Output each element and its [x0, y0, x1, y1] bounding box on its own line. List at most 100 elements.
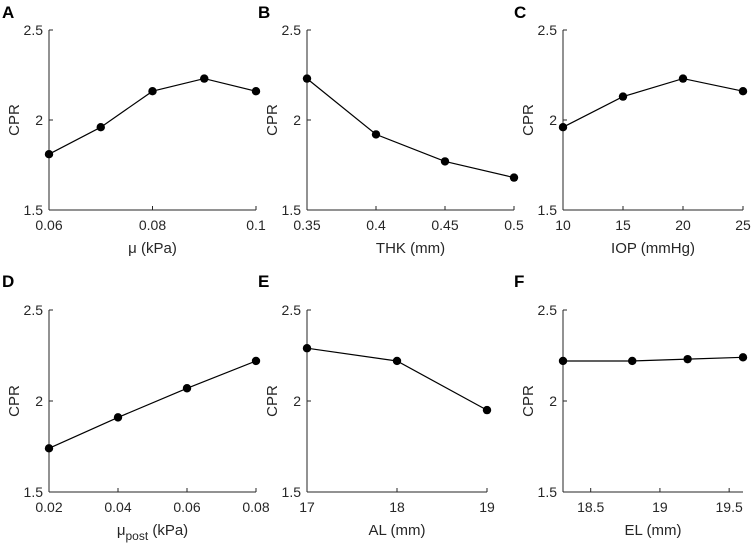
panel-f: F 1.5 2 2.5 18.5 19 19.5 CPR EL (mm) — [514, 272, 748, 539]
x-tick-label-a: 0.1 — [246, 217, 266, 233]
x-axis-label-c: IOP (mmHg) — [611, 240, 695, 257]
data-point-e — [302, 344, 312, 353]
panel-label-c: C — [514, 3, 526, 22]
x-axis-label-main-c: IOP (mmHg) — [611, 240, 695, 257]
data-point-f — [628, 356, 637, 366]
data-point-d — [44, 444, 54, 453]
x-tick-label-a: 0.06 — [35, 217, 62, 233]
y-tick-label-e: 2.5 — [282, 302, 302, 318]
x-axis-label-main-f: EL (mm) — [625, 522, 682, 539]
x-tick-label-c: 20 — [675, 217, 691, 233]
x-axis-label-b: THK (mm) — [376, 240, 445, 257]
x-axis-label-main-a: μ (kPa) — [128, 240, 177, 257]
data-point-c — [558, 123, 568, 132]
data-point-d — [182, 384, 192, 393]
y-tick-label-f: 2 — [549, 393, 557, 409]
x-tick-label-f: 19.5 — [716, 499, 743, 515]
y-axis-label-f: CPR — [520, 385, 537, 417]
x-axis-label-e: AL (mm) — [369, 522, 426, 539]
y-tick-label-c: 1.5 — [538, 202, 558, 218]
y-tick-label-d: 1.5 — [24, 484, 44, 500]
panel-label-f: F — [514, 272, 524, 291]
x-axis-label-subscript-d: post — [125, 529, 148, 543]
data-point-b — [371, 130, 381, 139]
x-tick-label-c: 15 — [615, 217, 631, 233]
y-tick-label-b: 2.5 — [282, 22, 302, 38]
x-axis-label-main-b: THK (mm) — [376, 240, 445, 257]
panel-d: D 1.5 2 2.5 0.02 0.04 0.06 0.08 CPR μpost (kPa) — [2, 272, 270, 543]
x-tick-label-b: 0.4 — [366, 217, 386, 233]
panel-c: C 1.5 2 2.5 10 15 20 25 CPR IOP (mmHg) — [514, 3, 751, 257]
x-tick-label-e: 18 — [389, 499, 405, 515]
data-point-d — [251, 356, 261, 366]
y-tick-label-c: 2 — [549, 112, 557, 128]
panel-e: E 1.5 2 2.5 17 18 19 CPR AL (mm) — [258, 272, 495, 539]
y-tick-label-d: 2.5 — [24, 302, 44, 318]
x-axis-label-main-d: μ — [117, 522, 126, 539]
y-tick-label-b: 2 — [293, 112, 301, 128]
x-axis-label-f: EL (mm) — [625, 522, 682, 539]
x-tick-label-e: 19 — [479, 499, 495, 515]
x-tick-label-c: 10 — [555, 217, 571, 233]
y-tick-label-e: 1.5 — [282, 484, 302, 500]
y-tick-label-c: 2.5 — [538, 22, 558, 38]
y-axis-label-d: CPR — [6, 385, 23, 417]
x-tick-label-b: 0.45 — [431, 217, 458, 233]
data-point-c — [738, 87, 748, 96]
data-point-a — [148, 87, 157, 96]
data-point-c — [678, 74, 688, 83]
x-axis-label-main-e: AL (mm) — [369, 522, 426, 539]
y-tick-label-f: 2.5 — [538, 302, 558, 318]
series-line-f — [563, 356, 744, 362]
x-tick-label-d: 0.04 — [104, 499, 131, 515]
panel-label-e: E — [258, 272, 269, 291]
y-axis-label-c: CPR — [520, 104, 537, 136]
data-point-b — [302, 74, 312, 83]
data-point-e — [392, 356, 402, 366]
x-tick-label-a: 0.08 — [139, 217, 166, 233]
x-tick-label-d: 0.08 — [242, 499, 269, 515]
x-tick-label-e: 17 — [299, 499, 315, 515]
panel-a: A 1.5 2 2.5 0.06 0.08 0.1 CPR μ (kPa) — [2, 3, 266, 257]
data-point-a — [96, 123, 105, 132]
data-point-f — [683, 354, 692, 364]
panel-label-d: D — [2, 272, 14, 291]
series-line-b — [306, 78, 515, 179]
data-point-a — [251, 87, 261, 96]
series-line-c — [562, 77, 744, 128]
panel-label-b: B — [258, 3, 270, 22]
y-axis-label-e: CPR — [264, 385, 281, 417]
data-point-f — [558, 356, 568, 366]
y-tick-label-e: 2 — [293, 393, 301, 409]
data-point-b — [509, 173, 519, 182]
series-line-d — [48, 360, 257, 449]
data-point-a — [44, 150, 54, 159]
x-tick-label-b: 0.35 — [293, 217, 320, 233]
y-tick-label-a: 2 — [35, 112, 43, 128]
x-axis-label-d: μpost (kPa) — [117, 522, 188, 543]
data-point-b — [440, 157, 450, 166]
y-tick-label-a: 2.5 — [24, 22, 44, 38]
x-tick-label-f: 18.5 — [577, 499, 604, 515]
y-tick-label-d: 2 — [35, 393, 43, 409]
data-point-d — [113, 413, 123, 422]
x-tick-label-f: 19 — [652, 499, 668, 515]
x-tick-label-b: 0.5 — [504, 217, 524, 233]
x-tick-label-c: 25 — [735, 217, 751, 233]
y-tick-label-a: 1.5 — [24, 202, 44, 218]
data-point-e — [482, 405, 492, 415]
y-tick-label-f: 1.5 — [538, 484, 558, 500]
x-tick-label-d: 0.06 — [173, 499, 200, 515]
data-point-f — [738, 353, 748, 362]
panel-label-a: A — [2, 3, 14, 22]
y-axis-label-a: CPR — [6, 104, 23, 136]
data-point-a — [200, 74, 209, 83]
x-axis-label-a: μ (kPa) — [128, 240, 177, 257]
y-axis-label-b: CPR — [264, 104, 281, 136]
data-point-c — [618, 92, 628, 101]
x-axis-label-unit-d: (kPa) — [148, 522, 188, 539]
x-tick-label-d: 0.02 — [35, 499, 62, 515]
y-tick-label-b: 1.5 — [282, 202, 302, 218]
panel-b: B 1.5 2 2.5 0.35 0.4 0.45 0.5 CPR THK (mm) — [258, 3, 524, 257]
